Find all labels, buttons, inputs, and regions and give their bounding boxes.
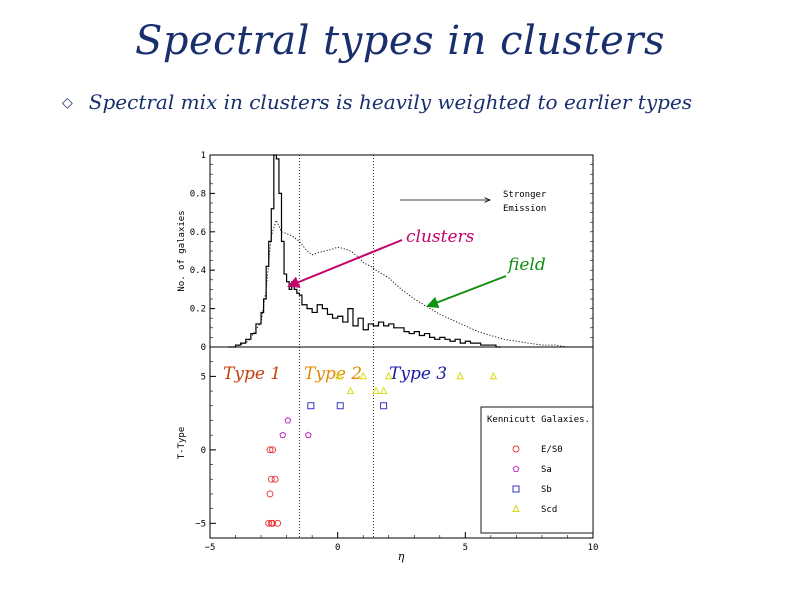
y-tick-label: −5	[195, 519, 206, 529]
legend-box	[480, 406, 594, 534]
field-callout-label: field	[506, 255, 546, 275]
data-point-triangle	[335, 371, 343, 380]
y-tick-label: 0.2	[190, 305, 206, 315]
data-point-circle	[265, 519, 273, 527]
y-tick-label: 0	[201, 446, 206, 456]
legend-label: Sa	[541, 465, 552, 475]
data-point-circle	[274, 519, 282, 527]
legend-marker-square	[512, 485, 520, 493]
field-callout-arrow	[426, 275, 507, 309]
legend-marker-triangle	[512, 504, 520, 512]
y-tick-label: 0.4	[190, 266, 206, 276]
y-tick-label: 0	[201, 343, 206, 353]
data-point-pentagon	[284, 416, 292, 424]
region-label-3: Type 3	[389, 364, 447, 384]
data-point-circle	[271, 475, 279, 483]
annotation-text: Emission	[503, 204, 546, 214]
field-histogram	[235, 219, 581, 348]
data-point-triangle	[385, 371, 393, 380]
x-tick-label: 0	[335, 543, 340, 553]
x-tick-label: −5	[205, 543, 216, 553]
region-label-1: Type 1	[223, 364, 281, 384]
data-point-circle	[269, 446, 277, 454]
histogram-frame	[209, 154, 594, 348]
data-point-circle	[267, 475, 275, 483]
legend-label: Sb	[541, 485, 552, 495]
data-point-triangle	[456, 371, 464, 380]
annotation-text: Stronger	[503, 190, 547, 200]
region-label-2: Type 2	[304, 364, 362, 384]
data-point-square	[307, 402, 315, 410]
x-tick-label: 10	[588, 543, 599, 553]
legend-marker-circle	[512, 445, 520, 453]
bullet-text: Spectral mix in clusters is heavily weig…	[88, 90, 693, 114]
data-point-square	[380, 402, 388, 410]
data-point-pentagon	[304, 431, 312, 439]
ttype-scatter-panel: −5 0 5 10 −5 0 5 T-Type η Type 1 Type 2 Type 3 Kenni…	[177, 346, 599, 563]
legend-title: Kennicutt Galaxies.	[487, 415, 590, 425]
bullet-diamond-icon: ◇	[62, 95, 73, 111]
data-point-circle	[269, 519, 277, 527]
x-tick-label: 5	[463, 543, 468, 553]
bullet-row: ◇ Spectral mix in clusters is heavily we…	[62, 90, 692, 114]
data-point-triangle	[359, 371, 367, 380]
data-point-square	[336, 402, 344, 410]
data-point-triangle	[346, 386, 355, 395]
clusters-histogram	[227, 154, 502, 348]
data-point-circle	[266, 490, 274, 498]
legend-label: Scd	[541, 505, 557, 515]
data-point-triangle	[372, 386, 380, 395]
y-tick-label: 5	[201, 372, 206, 382]
legend-marker-pentagon	[512, 465, 520, 472]
data-point-circle	[266, 446, 274, 454]
legend-label: E/S0	[541, 445, 563, 455]
y-axis-label: No. of galaxies	[177, 210, 187, 291]
y-tick-label: 1	[201, 151, 206, 161]
x-axis-label: η	[398, 550, 405, 563]
data-point-triangle	[489, 371, 498, 380]
data-point-pentagon	[279, 431, 287, 439]
clusters-callout-arrow	[287, 239, 403, 288]
histogram-panel: 0 0.2 0.4 0.6 0.8 1 No. of galaxies Stronger Emi…	[177, 151, 594, 353]
y-axis-label: T-Type	[177, 427, 187, 460]
clusters-callout-label: clusters	[406, 227, 475, 247]
data-point-triangle	[379, 386, 388, 395]
slide-title: Spectral types in clusters	[135, 18, 665, 64]
y-tick-label: 0.6	[190, 228, 206, 238]
y-tick-label: 0.8	[190, 189, 206, 199]
